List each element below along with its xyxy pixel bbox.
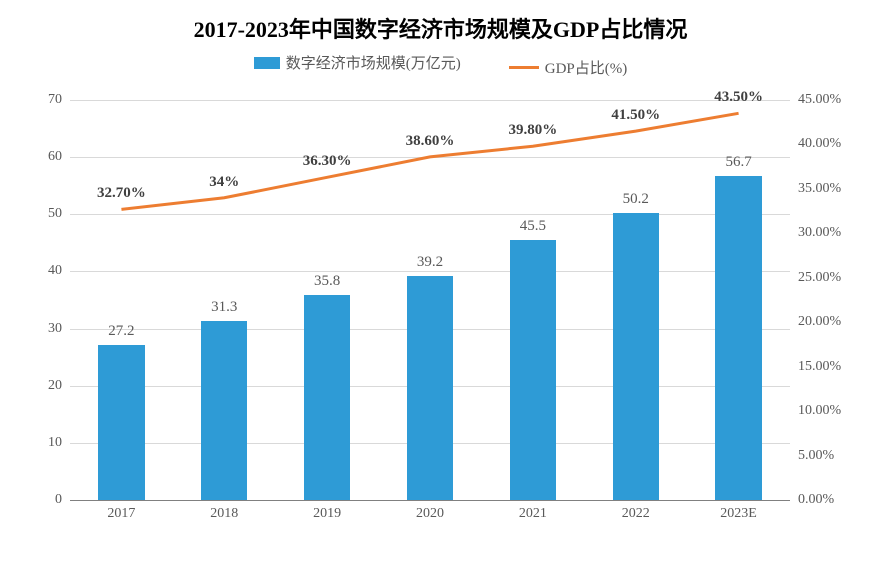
line-value-label: 39.80%: [508, 122, 557, 139]
y-left-tick: 0: [55, 492, 70, 508]
bar-value-label: 31.3: [211, 299, 237, 316]
y-left-tick: 50: [48, 206, 70, 222]
bar-value-label: 39.2: [417, 254, 443, 271]
y-right-tick: 0.00%: [790, 492, 834, 508]
bar-value-label: 56.7: [725, 154, 751, 171]
legend: 数字经济市场规模(万亿元) GDP占比(%): [0, 52, 881, 78]
bar-value-label: 50.2: [623, 191, 649, 208]
y-right-tick: 20.00%: [790, 314, 841, 330]
bar-value-label: 27.2: [108, 323, 134, 340]
line-series: [70, 100, 790, 500]
y-left-tick: 40: [48, 263, 70, 279]
legend-swatch-bar: [254, 57, 280, 69]
y-right-tick: 10.00%: [790, 403, 841, 419]
x-tick: 2021: [519, 500, 547, 522]
line-value-label: 34%: [209, 174, 239, 191]
y-right-tick: 40.00%: [790, 136, 841, 152]
y-right-tick: 25.00%: [790, 270, 841, 286]
x-tick: 2022: [622, 500, 650, 522]
y-right-tick: 5.00%: [790, 448, 834, 464]
y-right-tick: 35.00%: [790, 181, 841, 197]
bar-value-label: 45.5: [520, 218, 546, 235]
line-value-label: 36.30%: [303, 153, 352, 170]
y-left-tick: 70: [48, 92, 70, 108]
plot-area: 0102030405060700.00%5.00%10.00%15.00%20.…: [70, 100, 790, 500]
x-tick: 2018: [210, 500, 238, 522]
line-value-label: 32.70%: [97, 185, 146, 202]
y-left-tick: 30: [48, 321, 70, 337]
legend-item-bar: 数字经济市场规模(万亿元): [254, 52, 461, 73]
x-tick: 2019: [313, 500, 341, 522]
legend-item-line: GDP占比(%): [509, 57, 628, 78]
y-right-tick: 15.00%: [790, 359, 841, 375]
x-tick: 2017: [107, 500, 135, 522]
chart-container: 2017-2023年中国数字经济市场规模及GDP占比情况 数字经济市场规模(万亿…: [0, 0, 881, 572]
y-left-tick: 60: [48, 149, 70, 165]
bar-value-label: 35.8: [314, 273, 340, 290]
line-value-label: 43.50%: [714, 89, 763, 106]
legend-swatch-line: [509, 66, 539, 69]
line-value-label: 41.50%: [611, 107, 660, 124]
x-tick: 2023E: [720, 500, 757, 522]
legend-label-bar: 数字经济市场规模(万亿元): [286, 52, 461, 73]
chart-title: 2017-2023年中国数字经济市场规模及GDP占比情况: [0, 12, 881, 44]
x-tick: 2020: [416, 500, 444, 522]
y-right-tick: 30.00%: [790, 225, 841, 241]
y-left-tick: 20: [48, 378, 70, 394]
y-left-tick: 10: [48, 435, 70, 451]
legend-label-line: GDP占比(%): [545, 57, 628, 78]
line-value-label: 38.60%: [406, 133, 455, 150]
y-right-tick: 45.00%: [790, 92, 841, 108]
